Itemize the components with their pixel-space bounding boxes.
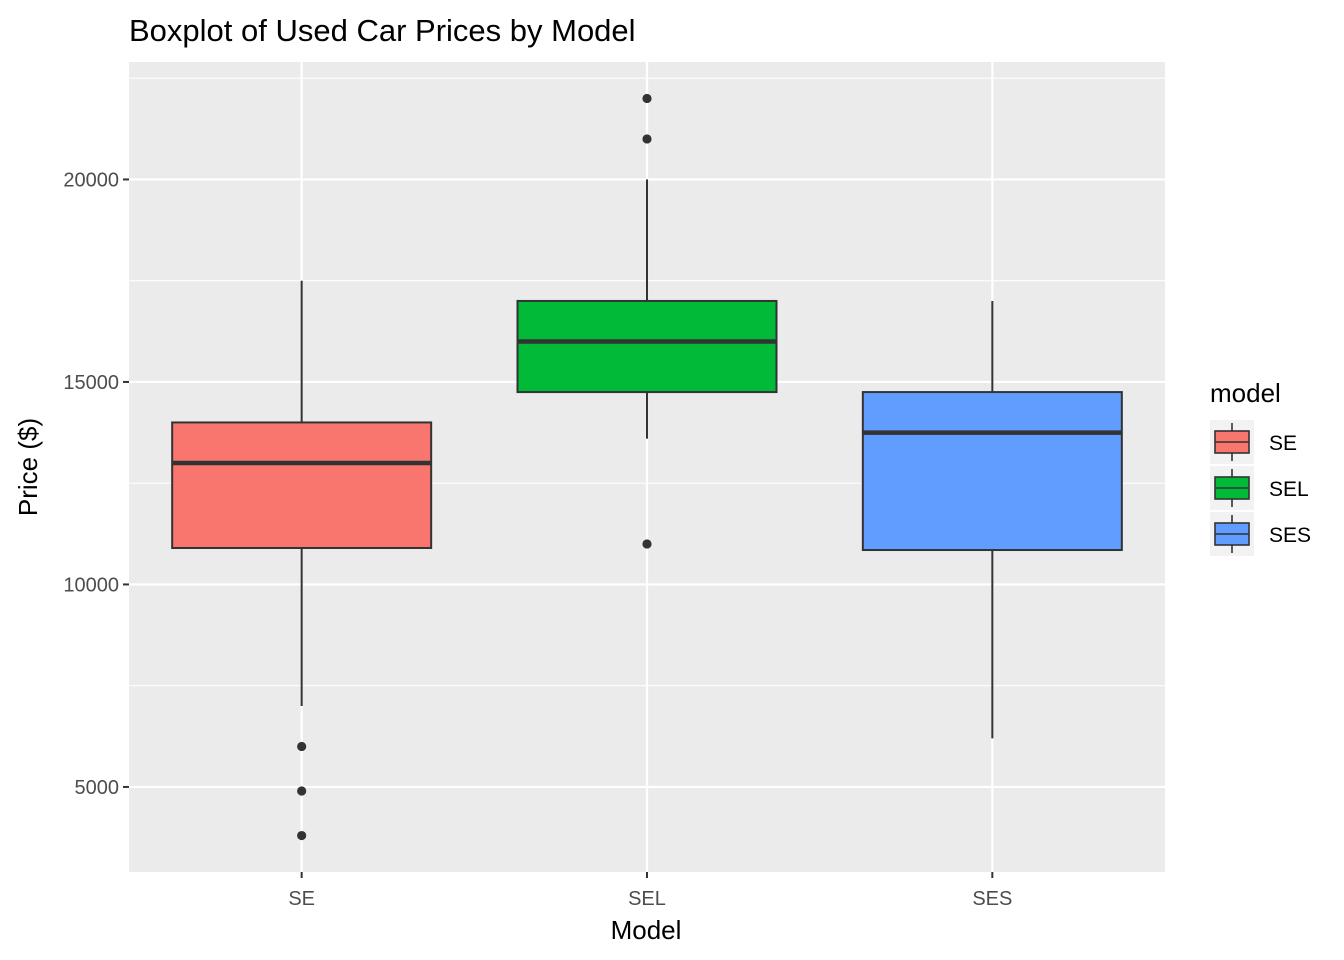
chart-title: Boxplot of Used Car Prices by Model: [129, 13, 636, 48]
outlier-point: [297, 786, 307, 796]
outlier-point: [297, 741, 307, 752]
x-axis-title: Model: [611, 915, 682, 945]
outlier-point: [642, 93, 652, 104]
x-tick-label: SES: [972, 888, 1012, 910]
box-layer: [171, 93, 1123, 841]
legend-item-ses: SES: [1210, 512, 1311, 556]
iqr-box: [171, 421, 433, 550]
legend: model SE SEL SES: [1210, 378, 1311, 556]
axes: 5000 10000 15000 20000 SE SEL SES: [63, 169, 1012, 910]
iqr-box: [516, 299, 778, 394]
y-axis-title: Price ($): [13, 418, 43, 516]
outlier-point: [297, 830, 307, 841]
y-tick-label: 5000: [75, 777, 120, 799]
box-se: [171, 280, 433, 841]
y-tick-label: 10000: [63, 574, 119, 596]
box-ses: [861, 300, 1123, 739]
x-tick-label: SE: [288, 888, 315, 910]
legend-label: SE: [1269, 432, 1297, 455]
legend-label: SES: [1269, 524, 1311, 547]
y-tick-label: 20000: [63, 169, 119, 191]
legend-label: SEL: [1269, 478, 1309, 501]
outlier-point: [642, 539, 652, 549]
legend-item-sel: SEL: [1210, 466, 1309, 510]
legend-item-se: SE: [1210, 420, 1297, 464]
legend-title: model: [1210, 378, 1281, 408]
x-tick-label: SEL: [628, 888, 666, 910]
iqr-box: [861, 391, 1123, 552]
box-sel: [516, 93, 778, 549]
outlier-point: [642, 134, 652, 144]
y-tick-label: 15000: [63, 372, 119, 394]
